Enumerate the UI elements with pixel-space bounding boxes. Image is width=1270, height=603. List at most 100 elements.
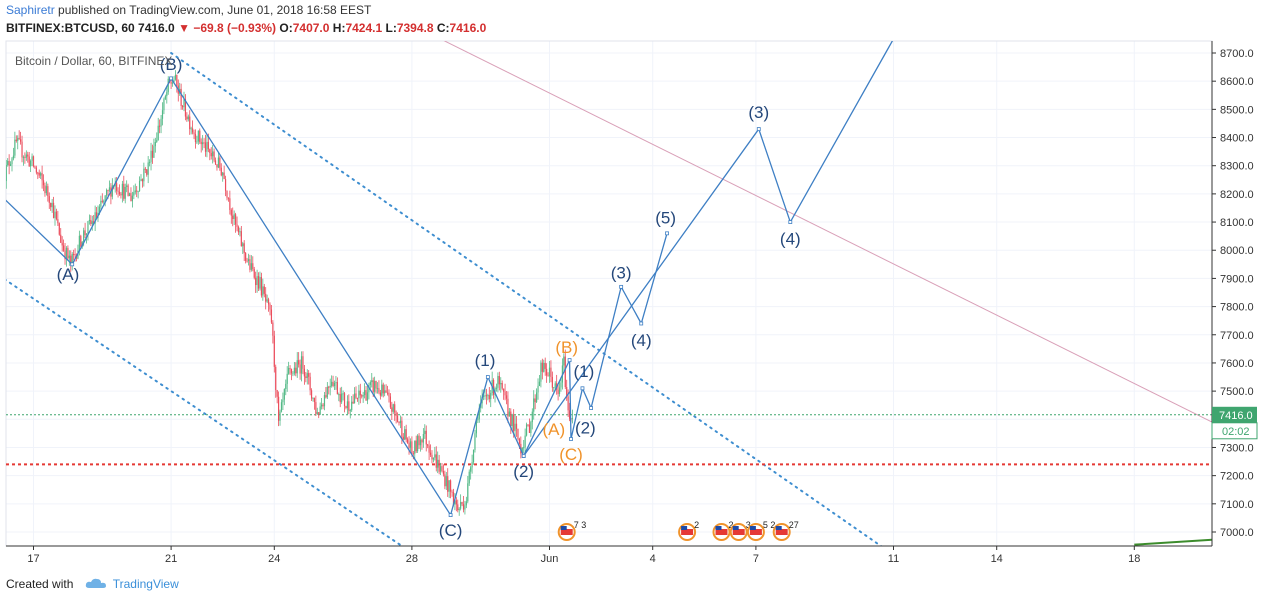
candle-body bbox=[358, 390, 360, 399]
candle-body bbox=[71, 254, 73, 264]
candle-body bbox=[243, 243, 245, 253]
wave-labels: (A) (B) (C) (1) (2) (B) (A) (C) (1) (2) (3) (4) (5) (… bbox=[57, 55, 801, 540]
low-label: L: bbox=[385, 21, 397, 35]
candle-body bbox=[133, 192, 135, 196]
wave-point bbox=[70, 262, 75, 267]
candle-body bbox=[199, 130, 201, 142]
candle-body bbox=[385, 390, 387, 393]
candle-body bbox=[382, 384, 384, 394]
footer: Created with TradingView bbox=[6, 577, 179, 591]
candle-body bbox=[65, 247, 68, 260]
wave-point bbox=[485, 375, 490, 379]
wave-point bbox=[619, 284, 624, 289]
candle-body bbox=[389, 396, 391, 408]
candle-body bbox=[95, 212, 98, 218]
candle-body bbox=[252, 263, 254, 270]
candle-body bbox=[249, 259, 251, 270]
tradingview-cloud-icon bbox=[85, 578, 106, 588]
candle-body bbox=[124, 186, 126, 199]
candle-body bbox=[477, 419, 479, 421]
time-tick-label: 7 bbox=[753, 553, 759, 565]
candle-body bbox=[465, 501, 467, 506]
candle-body bbox=[335, 382, 337, 384]
candle-body bbox=[101, 200, 103, 202]
candle-body bbox=[309, 376, 311, 391]
symbol-ohlc-line: BITFINEX:BTCUSD, 60 7416.0 ▼ −69.8 (−0.9… bbox=[6, 21, 486, 35]
candle-body bbox=[203, 142, 205, 144]
candle-body bbox=[412, 453, 414, 455]
candle-body bbox=[567, 396, 569, 411]
price-tick-label: 8100.0 bbox=[1220, 217, 1254, 229]
candle-body bbox=[64, 250, 66, 260]
candle-body bbox=[130, 193, 132, 202]
candle-body bbox=[98, 206, 101, 214]
candle-body bbox=[120, 194, 122, 196]
close-value: 7416.0 bbox=[449, 21, 487, 35]
candle-body bbox=[530, 422, 532, 433]
candle-body bbox=[250, 263, 252, 270]
tradingview-link[interactable]: TradingView bbox=[112, 577, 179, 591]
event-count: 27 bbox=[789, 520, 799, 530]
candle-body bbox=[242, 243, 244, 247]
time-tick-label: 11 bbox=[888, 553, 899, 565]
price-tick-label: 8600.0 bbox=[1220, 76, 1254, 88]
candle-body bbox=[35, 167, 37, 173]
candle-body bbox=[128, 193, 131, 197]
candle-body bbox=[515, 423, 518, 429]
candle-body bbox=[9, 164, 12, 166]
candle-body bbox=[498, 375, 500, 385]
candle-body bbox=[235, 214, 237, 225]
candle-body bbox=[547, 375, 549, 377]
wave-point bbox=[0, 192, 1, 195]
candle-body bbox=[378, 388, 380, 393]
last-price: 7416.0 bbox=[138, 21, 175, 35]
candle-body bbox=[174, 74, 176, 80]
candle-body bbox=[315, 402, 317, 414]
candle-body bbox=[536, 392, 538, 403]
candle-body bbox=[455, 500, 457, 505]
candle-body bbox=[461, 501, 463, 505]
candle-body bbox=[543, 362, 545, 372]
time-tick-label: Jun bbox=[541, 553, 559, 565]
candle-body bbox=[121, 183, 123, 196]
candle-body bbox=[276, 390, 278, 397]
price-tick-label: 8400.0 bbox=[1220, 133, 1254, 145]
candle-body bbox=[544, 362, 546, 369]
candle-body bbox=[323, 395, 326, 407]
price-tick-label: 8300.0 bbox=[1220, 161, 1254, 173]
candle-body bbox=[55, 211, 58, 220]
price-tick-label: 8700.0 bbox=[1220, 48, 1254, 60]
candle-body bbox=[417, 435, 419, 452]
candle-body bbox=[411, 441, 413, 454]
candle-body bbox=[80, 235, 82, 247]
down-triangle-icon: ▼ bbox=[178, 21, 190, 35]
event-markers: 7 3 2 2 3 5 2 27 bbox=[557, 520, 799, 541]
candle-body bbox=[563, 356, 565, 366]
price-axis[interactable]: 7000.07100.07200.07300.07400.07500.07600… bbox=[1212, 48, 1254, 539]
author-link[interactable]: Saphiretr bbox=[6, 3, 55, 17]
flag-canton bbox=[732, 526, 739, 530]
candle-body bbox=[159, 125, 161, 127]
candle-body bbox=[20, 139, 22, 142]
candle-body bbox=[517, 428, 519, 440]
candle-body bbox=[24, 156, 26, 158]
candle-body bbox=[566, 387, 568, 397]
candle-body bbox=[375, 380, 377, 389]
wave-label: (1) bbox=[475, 351, 496, 370]
candle-body bbox=[445, 476, 447, 487]
candle-body bbox=[25, 154, 27, 158]
time-axis[interactable]: 17 21 24 28 Jun 4 7 11 14 18 bbox=[27, 546, 1140, 565]
wave-point bbox=[639, 321, 644, 326]
price-tick-label: 7600.0 bbox=[1220, 358, 1254, 370]
candle-body bbox=[405, 429, 407, 440]
candle-body bbox=[424, 430, 426, 435]
candle-body bbox=[288, 368, 290, 374]
candle-body bbox=[42, 180, 45, 186]
candle-body bbox=[305, 376, 307, 379]
candle-body bbox=[90, 219, 92, 224]
candle-body bbox=[392, 404, 394, 412]
candle-body bbox=[41, 173, 43, 181]
candle-body bbox=[292, 373, 294, 375]
candle-body bbox=[108, 187, 111, 191]
